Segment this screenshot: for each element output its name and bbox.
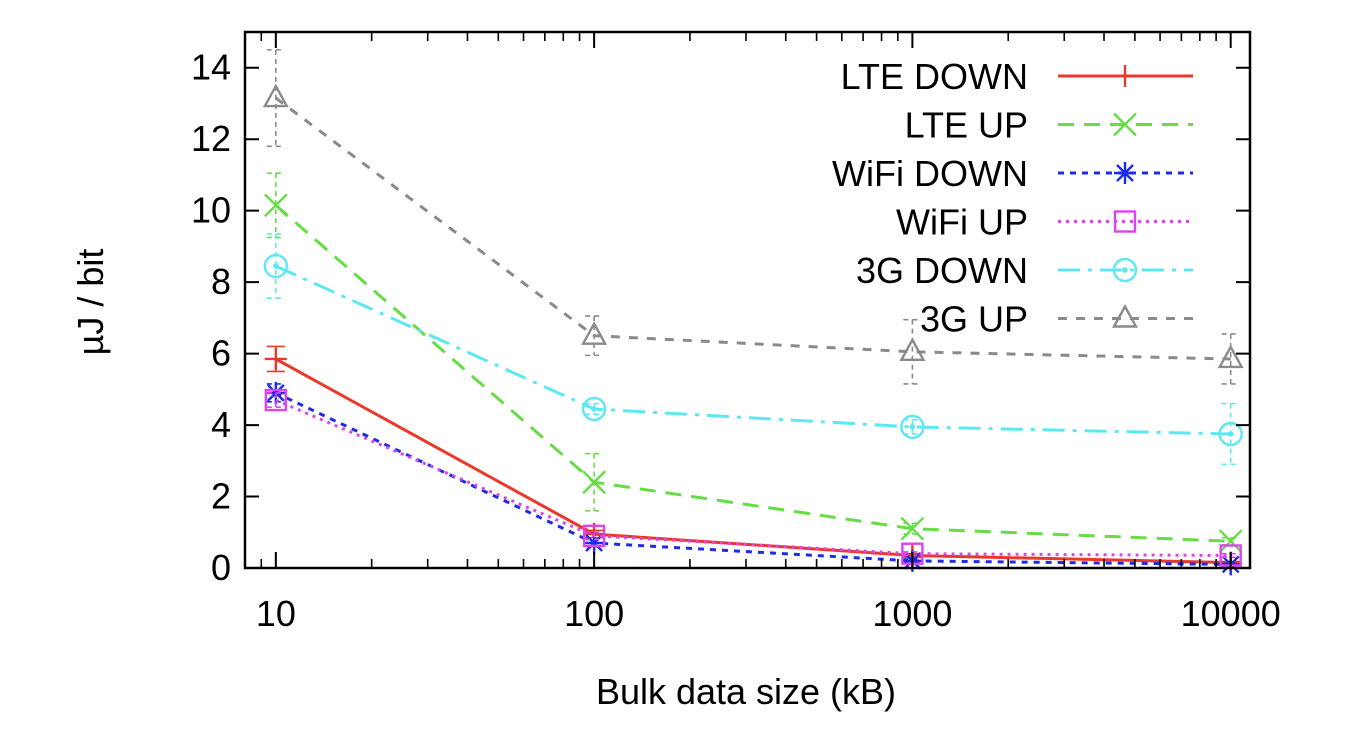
- legend-marker: [1114, 65, 1136, 87]
- error-bar: [903, 418, 922, 435]
- legend-item: LTE DOWN: [841, 56, 1193, 97]
- plot-area: [262, 49, 1244, 576]
- legend-marker: [1113, 210, 1137, 233]
- error-bar: [266, 49, 285, 148]
- legend-label: 3G UP: [920, 299, 1028, 340]
- legend-marker: [1112, 257, 1138, 283]
- series-line: [274, 204, 1231, 543]
- legend-label: WiFi DOWN: [832, 153, 1028, 194]
- data-point: [1218, 421, 1243, 447]
- x-tick-label: 10000: [1181, 593, 1281, 634]
- data-point: [264, 388, 288, 412]
- y-tick-label: 0: [211, 547, 231, 588]
- y-tick-label: 10: [191, 190, 231, 231]
- legend-item: 3G DOWN: [856, 250, 1193, 291]
- data-point: [581, 321, 608, 345]
- data-point: [263, 193, 288, 218]
- axes: 0 2 4 6 8 10 12 14 10 100 1000 10000: [191, 30, 1281, 634]
- data-point: [263, 253, 289, 279]
- y-axis-title: µJ / bit: [70, 249, 111, 356]
- data-point: [1217, 344, 1244, 369]
- legend-label: WiFi UP: [896, 202, 1028, 243]
- legend-item: WiFi UP: [896, 202, 1193, 243]
- series-wifi-down: [264, 381, 1242, 576]
- x-tick-label: 10: [256, 593, 296, 634]
- legend-label: 3G DOWN: [856, 250, 1028, 291]
- data-point: [581, 396, 607, 422]
- legend-item: 3G UP: [920, 299, 1193, 340]
- legend-marker: [1114, 162, 1136, 184]
- series-line: [275, 398, 1231, 557]
- data-point: [582, 524, 606, 548]
- legend-item: WiFi DOWN: [832, 153, 1193, 194]
- data-point: [582, 470, 606, 495]
- legend-label: LTE UP: [905, 105, 1028, 146]
- series-wifi-up: [264, 388, 1242, 567]
- data-point: [1218, 529, 1243, 554]
- data-point: [900, 516, 925, 541]
- error-bar: [585, 531, 604, 541]
- data-point: [264, 347, 287, 370]
- series-3g-down: [263, 233, 1243, 466]
- x-tick-label: 1000: [872, 593, 952, 634]
- series-lte-up: [263, 172, 1243, 554]
- series-line: [275, 264, 1231, 436]
- error-bar: [266, 172, 285, 239]
- legend-marker: [1111, 304, 1139, 328]
- error-bar: [266, 392, 285, 408]
- legend-item: LTE UP: [905, 105, 1193, 146]
- legend-marker: [1113, 112, 1137, 137]
- data-point: [262, 83, 289, 108]
- error-bar: [266, 233, 285, 300]
- y-tick-label: 12: [191, 118, 231, 159]
- x-tick-label: 100: [564, 593, 624, 634]
- y-tick-label: 6: [211, 333, 231, 374]
- series-3g-up: [262, 49, 1244, 385]
- series-lte-down: [264, 345, 1242, 574]
- legend: LTE DOWN LTE UP WiFi DOWN WiFi UP 3G DOWN 3G …: [832, 56, 1193, 340]
- error-bar: [585, 315, 604, 357]
- data-point: [899, 337, 926, 362]
- data-point: [583, 531, 606, 554]
- error-bar: [1221, 333, 1240, 385]
- error-bar: [903, 318, 922, 385]
- plot-frame: [243, 30, 1252, 570]
- y-tick-label: 4: [211, 404, 231, 445]
- legend-label: LTE DOWN: [841, 56, 1028, 97]
- x-axis-title: Bulk data size (kB): [596, 671, 896, 712]
- y-tick-label: 8: [211, 261, 231, 302]
- series-line: [275, 391, 1231, 566]
- y-tick-label: 14: [191, 47, 231, 88]
- data-point: [900, 414, 925, 440]
- series-line: [274, 96, 1231, 361]
- y-tick-label: 2: [211, 476, 231, 517]
- error-bar: [585, 402, 604, 416]
